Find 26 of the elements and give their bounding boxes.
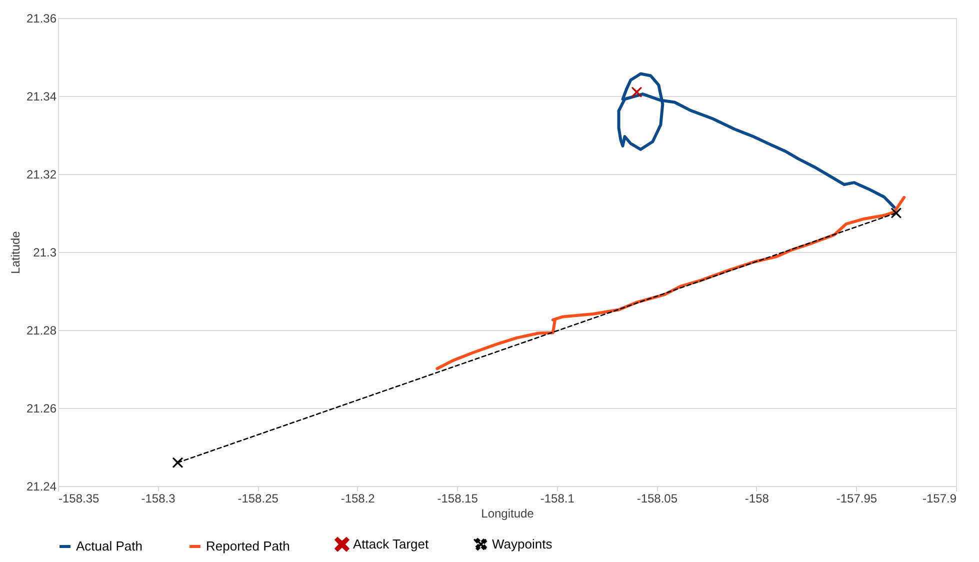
x-tick-label: -158.3 bbox=[141, 492, 176, 506]
x-tick-label: -157.95 bbox=[836, 492, 878, 506]
x-tick-label: -158.1 bbox=[540, 492, 575, 506]
y-tick-label: 21.24 bbox=[26, 480, 57, 494]
x-axis-title: Longitude bbox=[481, 506, 534, 520]
y-tick-label: 21.3 bbox=[33, 246, 57, 260]
legend-label: Waypoints bbox=[492, 536, 553, 552]
y-tick-label: 21.36 bbox=[26, 12, 57, 26]
x-tick-label: -158 bbox=[744, 492, 770, 506]
point bbox=[631, 86, 642, 98]
x-tick-label: -157.9 bbox=[922, 492, 957, 506]
y-tick-label: 21.28 bbox=[26, 324, 57, 338]
x-tick-label: -158.05 bbox=[636, 492, 678, 506]
legend-label: Attack Target bbox=[353, 536, 430, 552]
point bbox=[890, 208, 902, 218]
x-tick-label: -158.35 bbox=[58, 492, 100, 506]
y-axis-title: Latitude bbox=[8, 230, 22, 274]
y-tick-label: 21.26 bbox=[26, 402, 57, 416]
legend-label: Reported Path bbox=[206, 538, 290, 554]
point bbox=[172, 457, 183, 468]
x-tick-label: -158.15 bbox=[437, 492, 478, 506]
legend-label: Actual Path bbox=[76, 538, 142, 554]
x-tick-label: -158.25 bbox=[238, 492, 279, 506]
y-tick-label: 21.32 bbox=[26, 168, 57, 182]
y-tick-label: 21.34 bbox=[26, 90, 57, 104]
x-tick-label: -158.2 bbox=[340, 492, 376, 506]
